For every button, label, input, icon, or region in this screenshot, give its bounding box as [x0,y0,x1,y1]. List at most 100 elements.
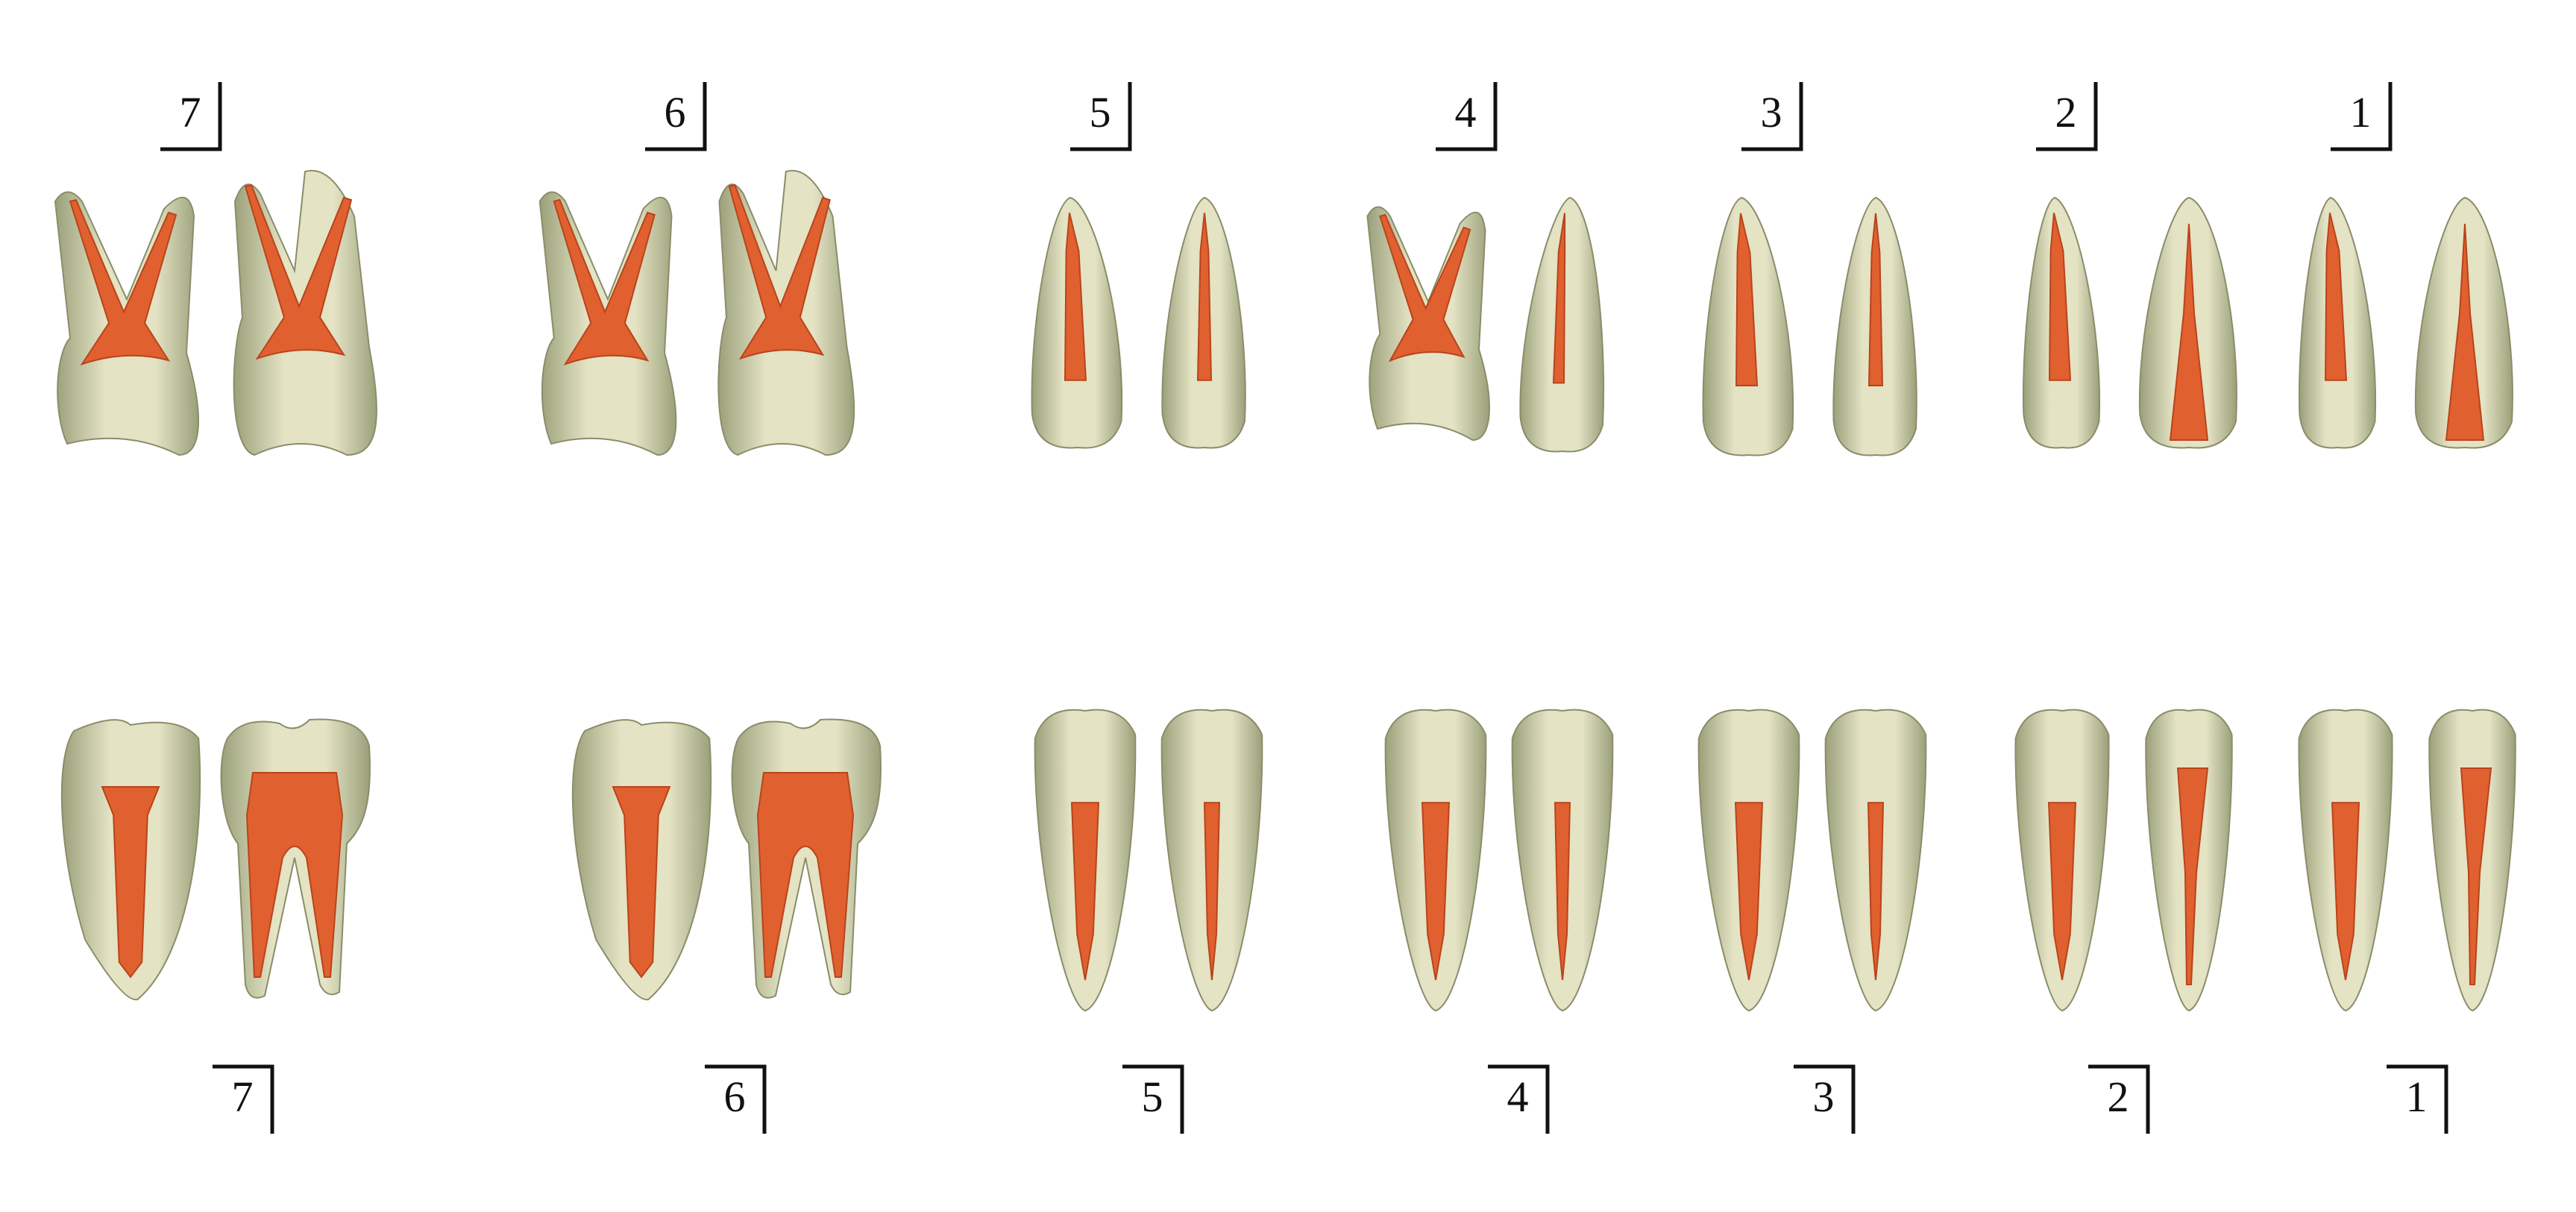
pulp-chamber [2331,802,2360,981]
upper-tooth-4-mesial [1519,196,1605,453]
lower-tooth-7-buccal [220,718,371,999]
tooth-number: 4 [1507,1073,1529,1121]
lower-label-2: 2 [2088,1064,2150,1134]
upper-tooth-6-mesial [717,169,855,456]
pulp-chamber [2176,767,2209,985]
pulp-chamber [1735,213,1759,386]
tooth-number: 1 [2350,88,2372,136]
lower-label-7: 7 [213,1064,274,1134]
pulp-chamber [1421,802,1451,981]
lower-tooth-6-mesial [571,719,712,1001]
pulp-chamber [1203,802,1221,981]
quadrant-bracket [1070,82,1132,151]
upper-tooth-5-buccal [1031,196,1123,449]
lower-label-5: 5 [1122,1064,1184,1134]
lower-tooth-1-mesial [2428,709,2516,1012]
pulp-chamber [553,198,656,366]
pulp-chamber [2460,767,2492,985]
pulp-chamber [756,772,855,978]
tooth-number: 7 [232,1073,254,1121]
pulp-chamber [2324,213,2348,381]
upper-tooth-1-mesial [2414,196,2513,449]
lower-tooth-labels: 7 6 5 4 3 2 1 [213,1064,2448,1134]
quadrant-bracket [705,1064,767,1134]
lower-tooth-1-labial [2298,709,2393,1012]
quadrant-bracket [1741,82,1803,151]
lower-label-6: 6 [705,1064,767,1134]
lower-tooth-2-labial [2014,709,2110,1012]
quadrant-bracket [1122,1064,1184,1134]
pulp-chamber [2445,223,2485,441]
upper-label-1: 1 [2331,82,2393,151]
tooth-number: 7 [180,88,201,136]
pulp-chamber [1734,802,1764,981]
upper-tooth-7-mesial [233,169,377,456]
quadrant-bracket [1436,82,1498,151]
lower-tooth-3-mesial [1824,709,1927,1012]
pulp-chamber [69,198,178,366]
pulp-chamber [1867,213,1884,386]
quadrant-bracket [160,82,222,151]
tooth-number: 5 [1142,1073,1163,1121]
pulp-chamber [1070,802,1100,981]
quadrant-bracket [1794,1064,1856,1134]
pulp-chamber [245,772,344,978]
upper-tooth-5-mesial [1161,196,1246,449]
pulp-chamber [728,183,831,360]
tooth-number: 5 [1090,88,1111,136]
upper-tooth-1-labial [2298,196,2377,449]
quadrant-bracket [2331,82,2393,151]
lower-tooth-4-mesial [1511,709,1614,1012]
lower-teeth-row [60,709,2516,1012]
pulp-chamber [1867,802,1885,981]
pulp-chamber [2048,213,2072,381]
upper-label-3: 3 [1741,82,1803,151]
tooth-number: 2 [2055,88,2077,136]
lower-tooth-7-mesial [60,719,201,1001]
tooth-outline [220,718,371,999]
upper-label-4: 4 [1436,82,1498,151]
pulp-chamber [612,786,671,979]
upper-tooth-3-labial [1702,196,1794,456]
tooth-number: 3 [1761,88,1782,136]
lower-tooth-5-buccal [1034,709,1137,1012]
quadrant-bracket [645,82,707,151]
lower-tooth-4-buccal [1384,709,1487,1012]
upper-label-5: 5 [1070,82,1132,151]
tooth-number: 1 [2406,1073,2428,1121]
quadrant-bracket [1488,1064,1550,1134]
lower-label-1: 1 [2387,1064,2448,1134]
pulp-chamber [1552,213,1566,384]
upper-tooth-7-buccal [54,191,200,456]
quadrant-bracket [2387,1064,2448,1134]
tooth-number: 6 [665,88,686,136]
pulp-chamber [1379,213,1471,362]
upper-tooth-labels: 7 6 5 4 3 2 1 [160,82,2393,151]
upper-label-6: 6 [645,82,707,151]
upper-label-2: 2 [2036,82,2098,151]
lower-tooth-2-mesial [2145,709,2233,1012]
quadrant-bracket [2088,1064,2150,1134]
pulp-chamber [1064,213,1087,381]
upper-tooth-2-labial [2022,196,2101,449]
upper-tooth-4-buccal [1366,206,1490,442]
lower-tooth-5-mesial [1160,709,1263,1012]
quadrant-bracket [213,1064,274,1134]
lower-tooth-3-labial [1697,709,1800,1012]
pulp-chamber [101,786,160,979]
tooth-number: 2 [2108,1073,2129,1121]
upper-tooth-2-mesial [2138,196,2237,449]
lower-label-3: 3 [1794,1064,1856,1134]
upper-tooth-6-buccal [538,191,677,456]
tooth-number: 6 [724,1073,746,1121]
lower-tooth-6-buccal [731,718,882,999]
lower-label-4: 4 [1488,1064,1550,1134]
tooth-number: 3 [1813,1073,1835,1121]
upper-tooth-3-mesial [1832,196,1917,456]
tooth-outline [731,718,882,999]
tooth-number: 4 [1455,88,1477,136]
pulp-chamber [1554,802,1571,981]
upper-teeth-row [54,169,2513,456]
upper-label-7: 7 [160,82,222,151]
